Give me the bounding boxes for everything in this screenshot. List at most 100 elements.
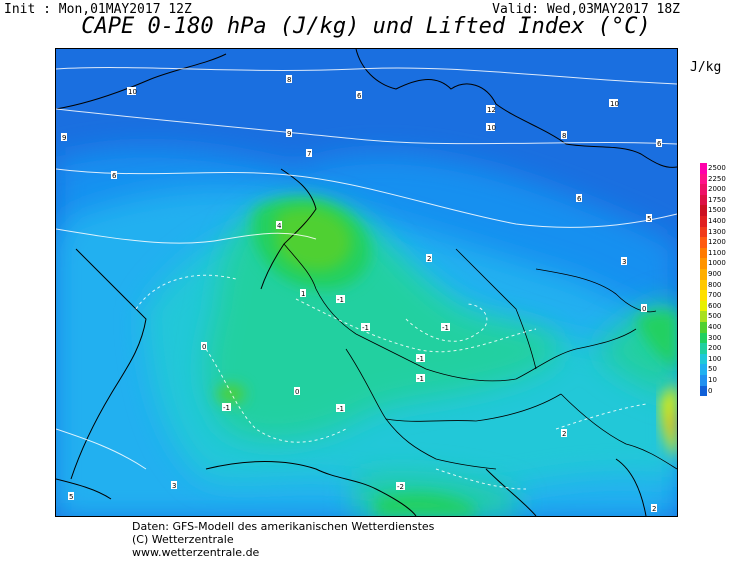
legend-label: 1400 [708, 217, 726, 225]
legend-swatch [700, 279, 707, 291]
svg-text:10: 10 [487, 124, 496, 132]
svg-text:0: 0 [295, 388, 299, 396]
li-label: 8 [561, 131, 567, 140]
map-title: CAPE 0-180 hPa (J/kg) und Lifted Index (… [81, 14, 651, 39]
legend-label: 1300 [708, 227, 726, 236]
li-label: 0 [294, 387, 300, 396]
li-label: 5 [68, 492, 74, 501]
svg-text:-2: -2 [397, 483, 404, 491]
legend-label: 2000 [708, 185, 726, 194]
svg-text:0: 0 [642, 305, 646, 313]
li-label: 2 [426, 254, 432, 263]
legend-swatch [700, 184, 707, 195]
li-label: -1 [416, 354, 425, 363]
legend-swatch [700, 226, 707, 238]
li-label: 12 [486, 105, 496, 114]
legend-label: 600 [708, 301, 722, 310]
li-label: 3 [621, 257, 627, 266]
legend-swatch [700, 375, 707, 386]
svg-text:3: 3 [172, 482, 176, 490]
li-label: 0 [641, 304, 647, 313]
svg-text:2: 2 [427, 255, 431, 263]
svg-text:10: 10 [610, 100, 619, 108]
coastlines [56, 49, 677, 516]
legend-swatch [700, 269, 707, 280]
legend-swatch [700, 258, 707, 269]
svg-text:10: 10 [128, 88, 137, 96]
li-label: 6 [356, 91, 362, 100]
svg-text:5: 5 [69, 493, 73, 501]
legend-label: 1000 [708, 259, 726, 268]
svg-text:8: 8 [562, 132, 566, 140]
li-label: 4 [276, 221, 282, 230]
legend-label: 900 [708, 270, 722, 278]
legend-swatch [700, 364, 707, 375]
svg-text:6: 6 [577, 195, 582, 203]
svg-text:-1: -1 [223, 404, 230, 412]
svg-text:6: 6 [112, 172, 117, 180]
cape-high-area [660, 384, 677, 459]
legend-label: 100 [708, 354, 722, 363]
li-label: 10 [127, 87, 137, 96]
legend-swatch [700, 247, 707, 259]
weather-map: 10 8 6 12 10 10 9 9 8 6 7 6 6 5 4 2 3 1 … [55, 48, 678, 517]
li-label: -1 [416, 374, 425, 383]
legend-label: 0 [708, 386, 713, 395]
li-label: 3 [171, 481, 177, 490]
legend-unit: J/kg [690, 60, 722, 75]
li-label: 6 [111, 171, 117, 180]
legend-label: 800 [708, 280, 722, 289]
li-label: 6 [656, 139, 662, 148]
legend-swatch [700, 300, 707, 312]
legend-swatch [700, 237, 707, 248]
li-label: 7 [306, 149, 312, 158]
footer-credits: Daten: GFS-Modell des amerikanischen Wet… [132, 520, 434, 559]
legend-label: 1750 [708, 195, 726, 204]
svg-text:8: 8 [287, 76, 291, 84]
legend-swatch [700, 163, 707, 174]
init-time: Init : Mon,01MAY2017 12Z [4, 2, 192, 17]
lifted-index-labels: 10 8 6 12 10 10 9 9 8 6 7 6 6 5 4 2 3 1 … [61, 75, 662, 513]
svg-text:-1: -1 [442, 324, 449, 332]
svg-text:9: 9 [62, 134, 66, 142]
li-label: 1 [300, 289, 306, 298]
legend-swatch [700, 290, 707, 301]
footer-copyright: (C) Wetterzentrale [132, 533, 234, 546]
li-label: -1 [336, 404, 345, 413]
svg-text:-1: -1 [337, 296, 344, 304]
legend-label: 700 [708, 291, 722, 300]
legend-label: 1100 [708, 248, 726, 257]
svg-text:6: 6 [357, 92, 362, 100]
cape-field: 10 8 6 12 10 10 9 9 8 6 7 6 6 5 4 2 3 1 … [56, 49, 677, 516]
country-borders [283, 243, 677, 470]
legend-label: 2500 [708, 164, 726, 172]
legend-swatch [700, 311, 707, 322]
li-label: -1 [441, 323, 450, 332]
svg-text:-1: -1 [362, 324, 369, 332]
legend-label: 50 [708, 365, 717, 374]
legend-swatch [700, 385, 707, 397]
svg-text:-1: -1 [417, 375, 424, 383]
svg-text:4: 4 [277, 222, 282, 230]
svg-text:-1: -1 [417, 355, 424, 363]
li-label: -1 [361, 323, 370, 332]
legend-swatch [700, 322, 707, 333]
legend-swatch [700, 353, 707, 365]
li-label: 2 [561, 429, 567, 438]
svg-text:5: 5 [647, 215, 651, 223]
li-label: 10 [609, 99, 619, 108]
cape-400-area [217, 206, 352, 403]
svg-text:6: 6 [657, 140, 662, 148]
svg-text:2: 2 [562, 430, 566, 438]
legend-swatch [700, 194, 707, 206]
legend-label: 300 [708, 333, 722, 342]
svg-text:2: 2 [652, 505, 656, 513]
li-label: -2 [396, 482, 405, 491]
svg-text:1: 1 [301, 290, 305, 298]
legend-swatch [700, 216, 707, 227]
li-label: 0 [201, 342, 207, 351]
li-label: 6 [576, 194, 582, 203]
footer-data-source: Daten: GFS-Modell des amerikanischen Wet… [132, 520, 435, 533]
legend-label: 200 [708, 344, 722, 353]
li-label: 2 [651, 504, 657, 513]
